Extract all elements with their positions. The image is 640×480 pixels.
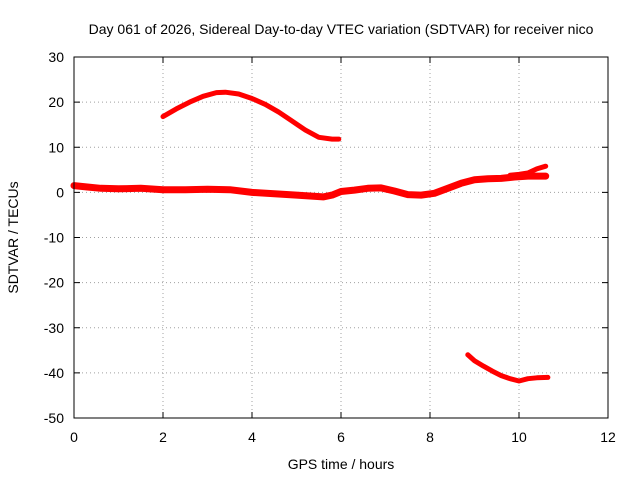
y-tick-label: -50 bbox=[44, 410, 64, 426]
chart-title: Day 061 of 2026, Sidereal Day-to-day VTE… bbox=[89, 21, 594, 37]
series-layer bbox=[70, 89, 551, 384]
x-axis-label: GPS time / hours bbox=[288, 456, 395, 472]
x-tick-label: 0 bbox=[70, 429, 78, 445]
y-tick-label: -20 bbox=[44, 275, 64, 291]
series-upper-tail bbox=[507, 163, 549, 178]
y-tick-label: -30 bbox=[44, 320, 64, 336]
y-tick-label: 20 bbox=[48, 94, 64, 110]
axis-ticks: 0 2 4 6 8 10 12 30 20 10 0 -10 -20 -30 -40 -50 bbox=[44, 49, 616, 445]
y-tick-label: -40 bbox=[44, 365, 64, 381]
y-axis-label: SDTVAR / TECUs bbox=[5, 181, 21, 293]
y-tick-label: -10 bbox=[44, 230, 64, 246]
x-tick-label: 4 bbox=[248, 429, 256, 445]
x-tick-label: 6 bbox=[337, 429, 345, 445]
y-tick-label: 10 bbox=[48, 139, 64, 155]
y-tick-label: 0 bbox=[56, 184, 64, 200]
x-tick-label: 10 bbox=[511, 429, 527, 445]
series-main bbox=[70, 172, 550, 201]
x-tick-label: 8 bbox=[426, 429, 434, 445]
y-tick-label: 30 bbox=[48, 49, 64, 65]
x-tick-label: 2 bbox=[159, 429, 167, 445]
series-upper-arc bbox=[160, 89, 342, 142]
grid-lines bbox=[74, 57, 608, 418]
series-lower-arc bbox=[465, 352, 551, 384]
x-tick-label: 12 bbox=[600, 429, 616, 445]
